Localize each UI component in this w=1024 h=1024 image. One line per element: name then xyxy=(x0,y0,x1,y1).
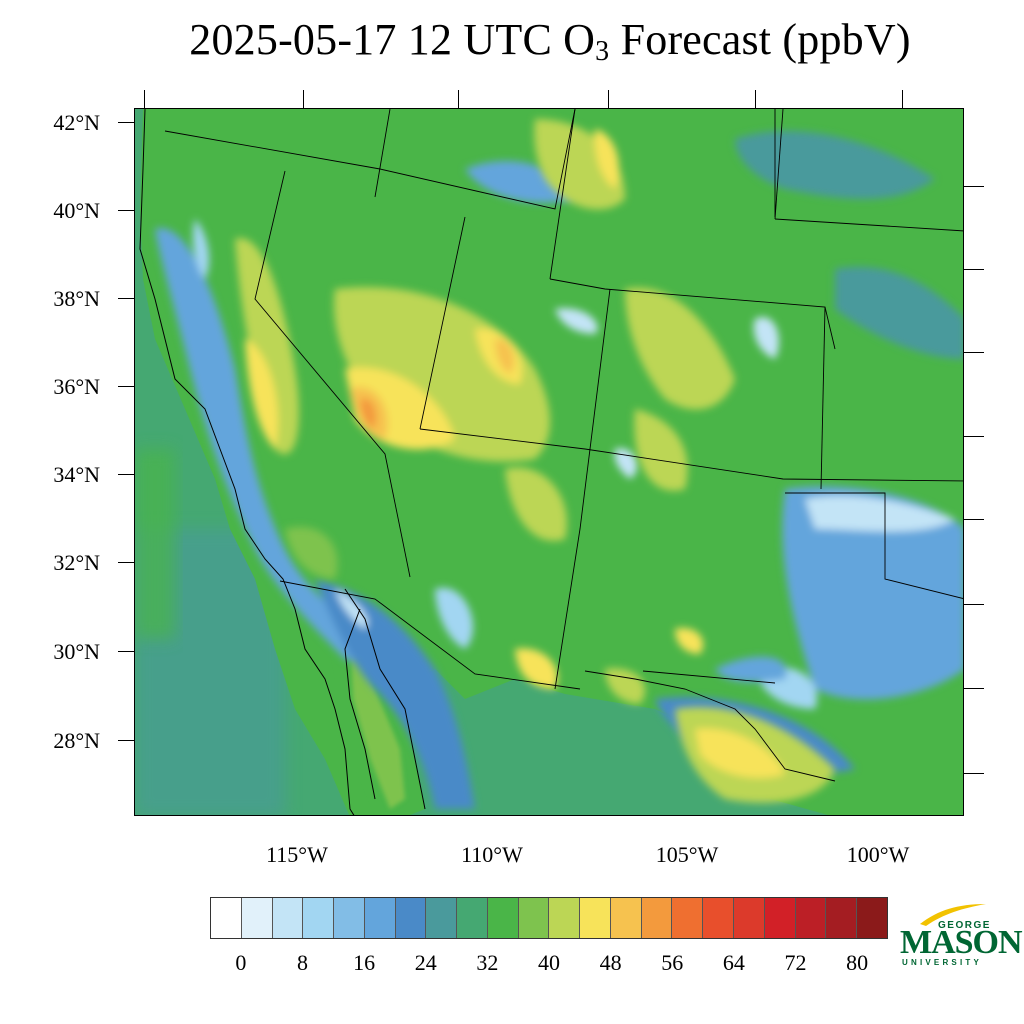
lat-label-40: 40°N xyxy=(53,198,100,223)
logo-george-text: GEORGE xyxy=(938,920,991,931)
lat-label-32: 32°N xyxy=(53,550,100,575)
colorbar-label: 56 xyxy=(661,950,684,975)
colorbar xyxy=(210,897,888,939)
colorbar-label: 8 xyxy=(296,950,308,975)
lat-tick xyxy=(118,210,134,212)
colorbar-cell xyxy=(334,898,365,938)
top-tick xyxy=(458,90,460,108)
right-tick xyxy=(964,269,984,271)
colorbar-cell xyxy=(610,898,642,938)
colorbar-cell xyxy=(211,898,242,938)
lat-tick xyxy=(118,474,134,476)
lat-label-42: 42°N xyxy=(53,110,100,135)
top-tick xyxy=(303,90,305,108)
ocean-green-patch xyxy=(135,449,175,639)
colorbar-cell xyxy=(641,898,673,938)
right-tick xyxy=(964,519,984,521)
lat-label-34: 34°N xyxy=(53,462,100,487)
colorbar-cell xyxy=(795,898,827,938)
title-main: 2025-05-17 12 UTC O xyxy=(189,15,596,64)
colorbar-cell xyxy=(272,898,304,938)
lat-tick xyxy=(118,651,134,653)
colorbar-label: 32 xyxy=(476,950,499,975)
colorbar-cell xyxy=(734,898,765,938)
colorbar-label: 80 xyxy=(846,950,869,975)
coastline xyxy=(139,109,426,815)
map-title: 2025-05-17 12 UTC O3 Forecast (ppbV) xyxy=(0,10,1024,82)
lat-tick xyxy=(118,562,134,564)
colorbar-cell xyxy=(580,898,611,938)
title-suffix: Forecast (ppbV) xyxy=(609,15,911,64)
top-tick xyxy=(144,90,146,108)
george-mason-logo: GEORGE MASON UNIVERSITY xyxy=(898,902,1023,972)
lat-tick xyxy=(118,386,134,388)
right-tick xyxy=(964,688,984,690)
colorbar-label: 16 xyxy=(353,950,376,975)
lat-label-28: 28°N xyxy=(53,728,100,753)
lon-label-110: 110°W xyxy=(461,842,523,867)
ozone-map xyxy=(134,108,964,816)
lat-label-30: 30°N xyxy=(53,639,100,664)
lat-label-38: 38°N xyxy=(53,286,100,311)
top-tick xyxy=(755,90,757,108)
colorbar-cell xyxy=(364,898,396,938)
right-tick xyxy=(964,186,984,188)
colorbar-label: 24 xyxy=(414,950,437,975)
colorbar-cell xyxy=(703,898,735,938)
low-ozone-zones xyxy=(155,131,963,809)
lon-label-105: 105°W xyxy=(655,842,719,867)
right-tick xyxy=(964,773,984,775)
colorbar-cell xyxy=(426,898,458,938)
colorbar-label: 40 xyxy=(538,950,560,975)
lat-tick xyxy=(118,740,134,742)
colorbar-cell xyxy=(487,898,519,938)
colorbar-cell xyxy=(518,898,550,938)
colorbar-cell xyxy=(549,898,581,938)
right-tick xyxy=(964,352,984,354)
colorbar-label: 48 xyxy=(599,950,622,975)
logo-mason-text: MASON xyxy=(900,924,1023,961)
lon-label-115: 115°W xyxy=(266,842,328,867)
logo-university-text: UNIVERSITY xyxy=(902,958,983,967)
lat-label-36: 36°N xyxy=(53,374,100,399)
title-subscript: 3 xyxy=(595,36,610,67)
colorbar-cell xyxy=(457,898,488,938)
top-tick xyxy=(902,90,904,108)
logo-swoosh-icon xyxy=(920,904,986,926)
colorbar-cell xyxy=(764,898,796,938)
right-tick xyxy=(964,436,984,438)
colorbar-cell xyxy=(241,898,273,938)
colorbar-label: 0 xyxy=(235,950,247,975)
colorbar-cell xyxy=(303,898,335,938)
lat-tick xyxy=(118,122,134,124)
colorbar-cell xyxy=(826,898,858,938)
lon-label-100: 100°W xyxy=(846,842,910,867)
colorbar-cell xyxy=(395,898,427,938)
colorbar-label: 72 xyxy=(784,950,807,975)
colorbar-cell xyxy=(857,898,887,938)
lat-tick xyxy=(118,298,134,300)
top-tick xyxy=(608,90,610,108)
map-canvas xyxy=(135,109,963,815)
elevated-ozone-zones xyxy=(235,119,835,803)
state-boundaries xyxy=(164,109,963,782)
colorbar-cell xyxy=(672,898,704,938)
right-tick xyxy=(964,604,984,606)
colorbar-label: 64 xyxy=(722,950,745,975)
